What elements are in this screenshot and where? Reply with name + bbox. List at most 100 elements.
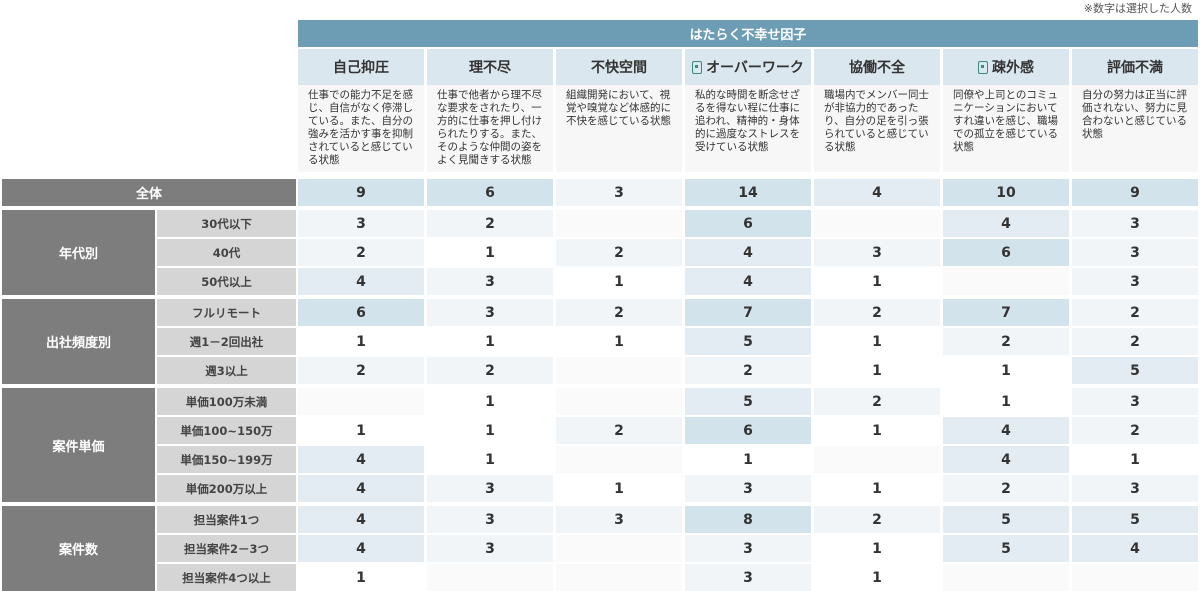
factor-column: 理不尽 仕事で他者から理不尽な要求をされたり、一方的に仕事を押し付けられたりする。…: [427, 49, 553, 172]
factor-description: 仕事での能力不足を感じ、自信がなく停滞している。また、自分の強みを活かす事を抑制…: [298, 85, 424, 172]
table-cell: [556, 564, 682, 591]
table-cell: 3: [814, 239, 940, 266]
table-cell: 4: [1072, 535, 1198, 562]
factor-name: 疎外感: [992, 60, 1034, 76]
total-row-label: 全体: [2, 179, 296, 206]
table-cell: 2: [814, 506, 940, 533]
row-label: 単価100万未満: [157, 388, 296, 415]
table-cell: [556, 357, 682, 384]
table-cell: [556, 535, 682, 562]
table-cell: 4: [943, 446, 1069, 473]
table-cell: 3: [298, 210, 424, 237]
table-cell: 4: [298, 268, 424, 295]
group-label: 案件単価: [2, 388, 155, 502]
table-cell: 2: [556, 299, 682, 326]
factor-name: 自己抑圧: [333, 60, 389, 76]
group-label: 出社頻度別: [2, 299, 155, 384]
table-cell: 2: [1072, 328, 1198, 355]
table-cell: 4: [298, 535, 424, 562]
table-cell: 1: [1072, 446, 1198, 473]
table-cell: 2: [427, 210, 553, 237]
row-label: 単価150~199万: [157, 446, 296, 473]
table-cell: 1: [814, 328, 940, 355]
table-cell: 3: [685, 564, 811, 591]
table-cell: 1: [298, 564, 424, 591]
factor-column: オーバーワーク 私的な時間を断念せざるを得ない程に仕事に追われ、精神的・身体的に過…: [685, 49, 811, 172]
factor-column: 疎外感 同僚や上司とのコミュニケーションにおいてすれ違いを感じ、職場での孤立を感じ…: [943, 49, 1069, 172]
table-cell: 4: [298, 446, 424, 473]
table-cell: 4: [685, 239, 811, 266]
table-cell: 3: [685, 475, 811, 502]
row-label: 週1－2回出社: [157, 328, 296, 355]
total-cell: 9: [298, 179, 424, 206]
table-cell: 2: [298, 239, 424, 266]
row-label: 単価200万以上: [157, 475, 296, 502]
table-cell: 4: [298, 506, 424, 533]
table-cell: 1: [685, 446, 811, 473]
table-cell: 1: [814, 535, 940, 562]
row-label: 50代以上: [157, 268, 296, 295]
table-cell: [814, 210, 940, 237]
table-cell: 2: [298, 357, 424, 384]
table-cell: 1: [814, 417, 940, 444]
table-cell: 3: [556, 506, 682, 533]
table-cell: 7: [943, 299, 1069, 326]
table-cell: 1: [298, 328, 424, 355]
row-label: 40代: [157, 239, 296, 266]
factor-header: 協働不全: [814, 49, 940, 85]
factor-header: 疎外感: [943, 49, 1069, 85]
table-cell: 3: [1072, 210, 1198, 237]
table-cell: 3: [685, 535, 811, 562]
badge-icon: [692, 60, 703, 74]
table-cell: 3: [1072, 475, 1198, 502]
badge-icon: [978, 60, 988, 74]
factor-column: 協働不全 職場内でメンバー同士が非協力的であったり、自分の足を引っ張られていると感…: [814, 49, 940, 172]
table-cell: 1: [556, 475, 682, 502]
table-cell: 5: [1072, 357, 1198, 384]
table-cell: 1: [814, 564, 940, 591]
total-cell: 6: [427, 179, 553, 206]
table-cell: 6: [685, 417, 811, 444]
table-cell: 5: [685, 328, 811, 355]
table-cell: 2: [556, 417, 682, 444]
row-label: 単価100~150万: [157, 417, 296, 444]
table-cell: 3: [1072, 388, 1198, 415]
factor-description: 組織開発において、視覚や嗅覚など体感的に不快を感じている状態: [556, 85, 682, 172]
table-cell: 3: [1072, 268, 1198, 295]
factor-header: 評価不満: [1072, 49, 1198, 85]
table-cell: 5: [943, 535, 1069, 562]
table-cell: [943, 564, 1069, 591]
table-cell: 4: [943, 417, 1069, 444]
factor-name: 協働不全: [849, 60, 905, 76]
table-cell: 2: [814, 388, 940, 415]
table-cell: 1: [298, 417, 424, 444]
table-cell: 1: [556, 268, 682, 295]
table-cell: 1: [427, 417, 553, 444]
factor-description: 私的な時間を断念せざるを得ない程に仕事に追われ、精神的・身体的に過度なストレスを…: [685, 85, 811, 172]
row-label: 担当案件2－3つ: [157, 535, 296, 562]
table-cell: 4: [685, 268, 811, 295]
table-cell: [556, 210, 682, 237]
factor-banner: はたらく不幸せ因子: [298, 20, 1198, 47]
table-cell: 3: [1072, 239, 1198, 266]
group-label: 案件数: [2, 506, 155, 591]
factor-description: 仕事で他者から理不尽な要求をされたり、一方的に仕事を押し付けられたりする。また、…: [427, 85, 553, 172]
factor-header: 不快空間: [556, 49, 682, 85]
row-label: 週3以上: [157, 357, 296, 384]
table-cell: 3: [427, 535, 553, 562]
factor-header: 理不尽: [427, 49, 553, 85]
table-cell: 1: [943, 388, 1069, 415]
total-cell: 9: [1072, 179, 1198, 206]
row-label: 担当案件1つ: [157, 506, 296, 533]
table-cell: 1: [556, 328, 682, 355]
table-cell: 5: [1072, 506, 1198, 533]
table-cell: 1: [427, 446, 553, 473]
factor-column: 自己抑圧仕事での能力不足を感じ、自信がなく停滞している。また、自分の強みを活かす…: [298, 49, 424, 172]
table-cell: 1: [427, 239, 553, 266]
table-cell: 8: [685, 506, 811, 533]
table-cell: 6: [943, 239, 1069, 266]
table-cell: 2: [943, 328, 1069, 355]
table-cell: 1: [814, 475, 940, 502]
table-cell: 3: [427, 268, 553, 295]
table-cell: 2: [427, 357, 553, 384]
